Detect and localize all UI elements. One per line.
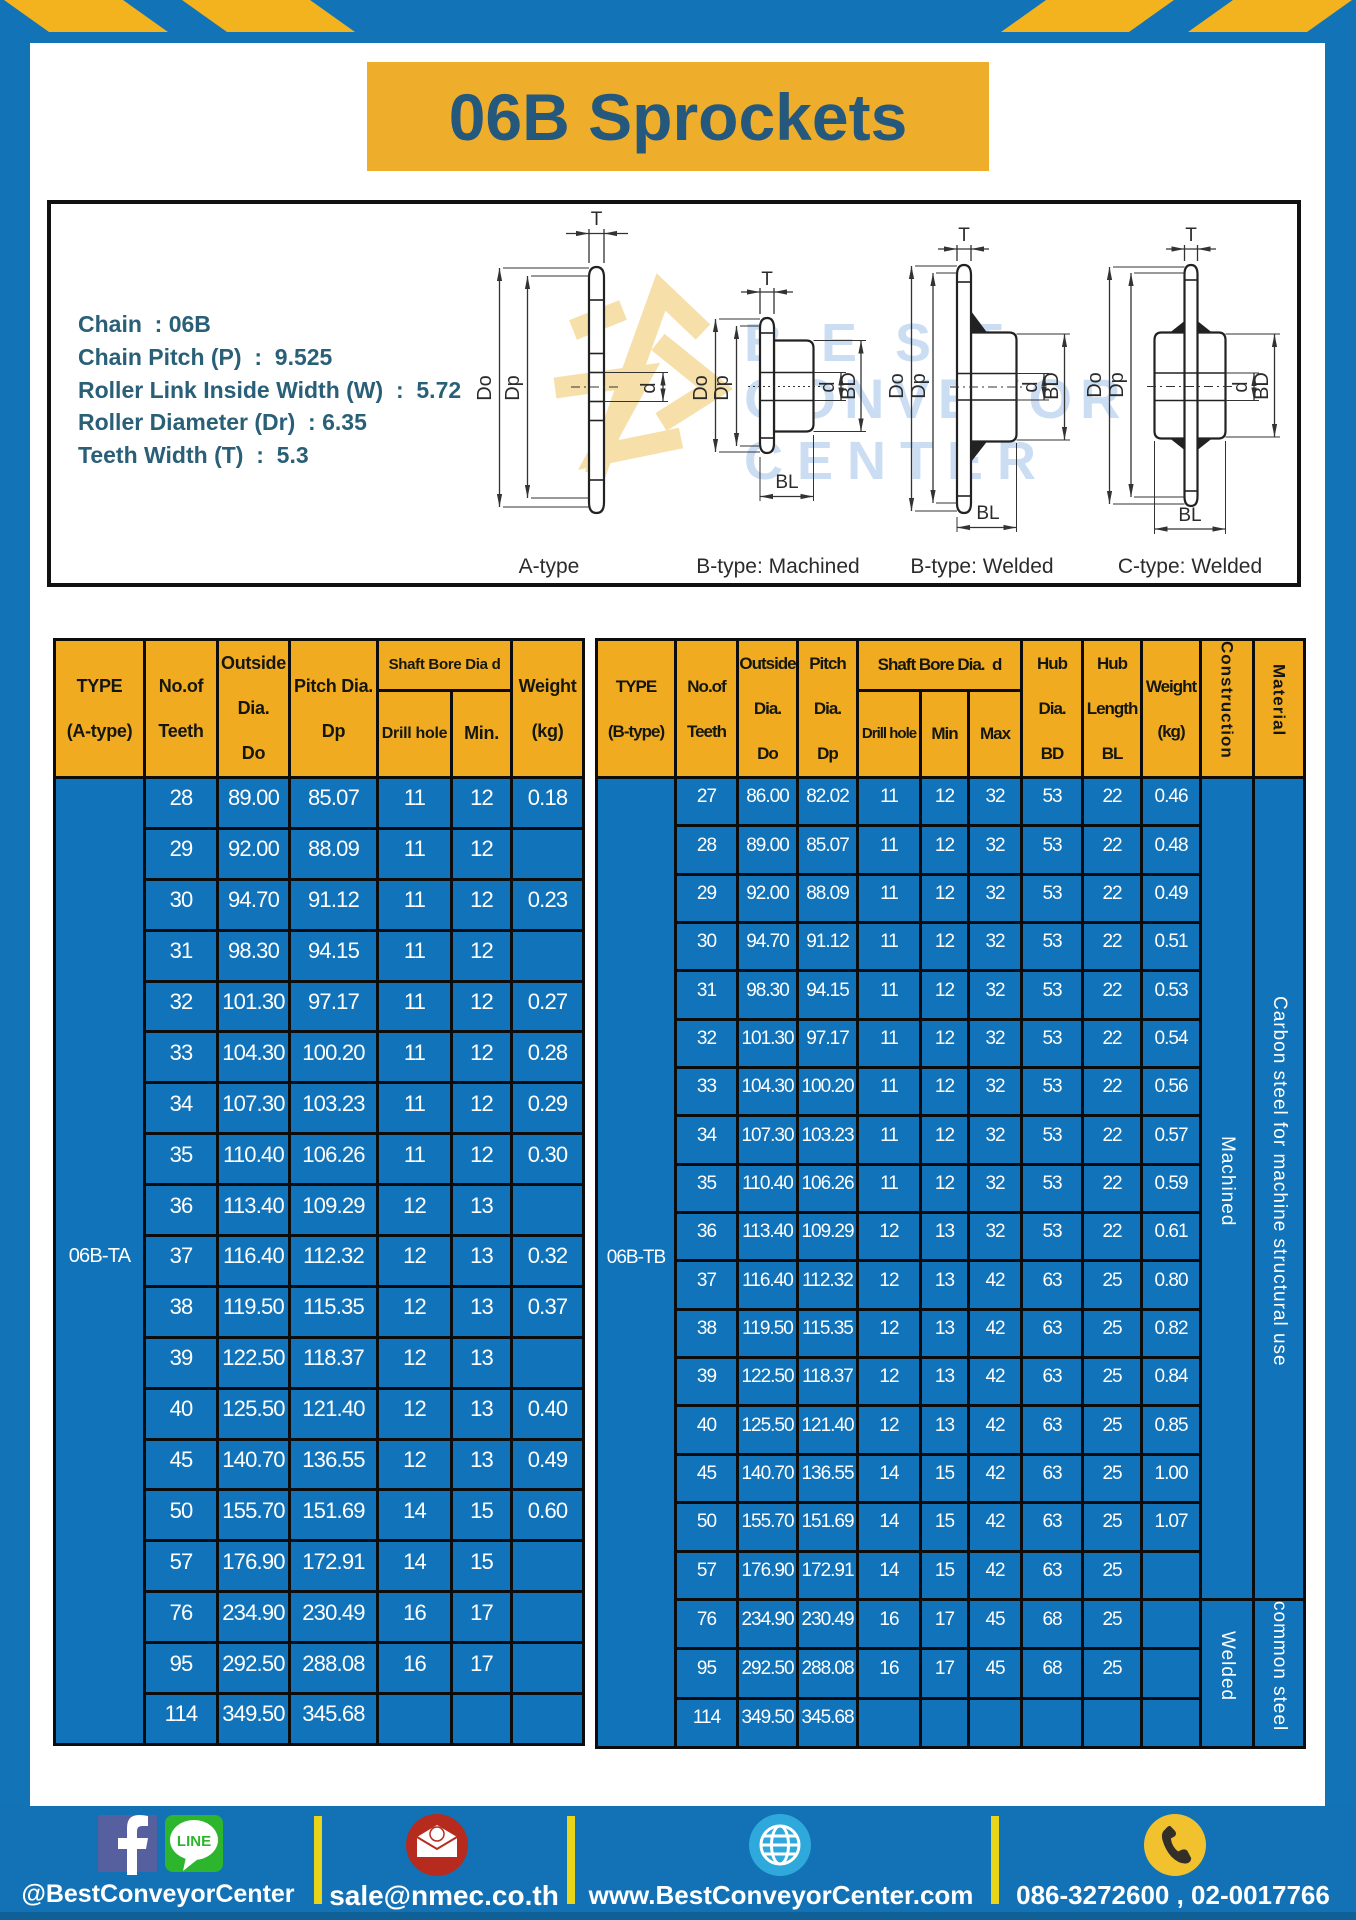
- svg-text:Do: Do: [690, 375, 712, 401]
- svg-text:A-type: A-type: [519, 555, 580, 578]
- svg-text:T: T: [761, 269, 773, 290]
- svg-text:B-type: Welded: B-type: Welded: [910, 555, 1053, 578]
- svg-text:Do: Do: [1084, 372, 1106, 398]
- svg-text:BL: BL: [976, 503, 999, 524]
- svg-text:BL: BL: [1178, 505, 1201, 526]
- svg-text:BD: BD: [1041, 372, 1063, 400]
- svg-text:B-type: Machined: B-type: Machined: [696, 555, 859, 578]
- svg-text:d: d: [638, 382, 660, 393]
- svg-text:BL: BL: [775, 472, 798, 493]
- svg-text:Dp: Dp: [711, 375, 733, 401]
- svg-text:BD: BD: [1251, 372, 1273, 400]
- svg-text:d: d: [817, 381, 839, 392]
- svg-text:d: d: [1230, 381, 1252, 392]
- svg-text:C-type: Welded: C-type: Welded: [1118, 555, 1262, 578]
- svg-text:Do: Do: [886, 373, 908, 399]
- svg-text:LINE: LINE: [177, 1833, 211, 1850]
- svg-text:Dp: Dp: [502, 375, 524, 401]
- svg-text:d: d: [1020, 381, 1042, 392]
- svg-text:T: T: [591, 209, 603, 230]
- svg-text:T: T: [1185, 225, 1197, 246]
- svg-text:Do: Do: [474, 375, 496, 401]
- svg-text:T: T: [958, 225, 970, 246]
- svg-text:Dp: Dp: [1106, 372, 1128, 398]
- svg-text:Dp: Dp: [908, 373, 930, 399]
- svg-text:BD: BD: [838, 372, 860, 400]
